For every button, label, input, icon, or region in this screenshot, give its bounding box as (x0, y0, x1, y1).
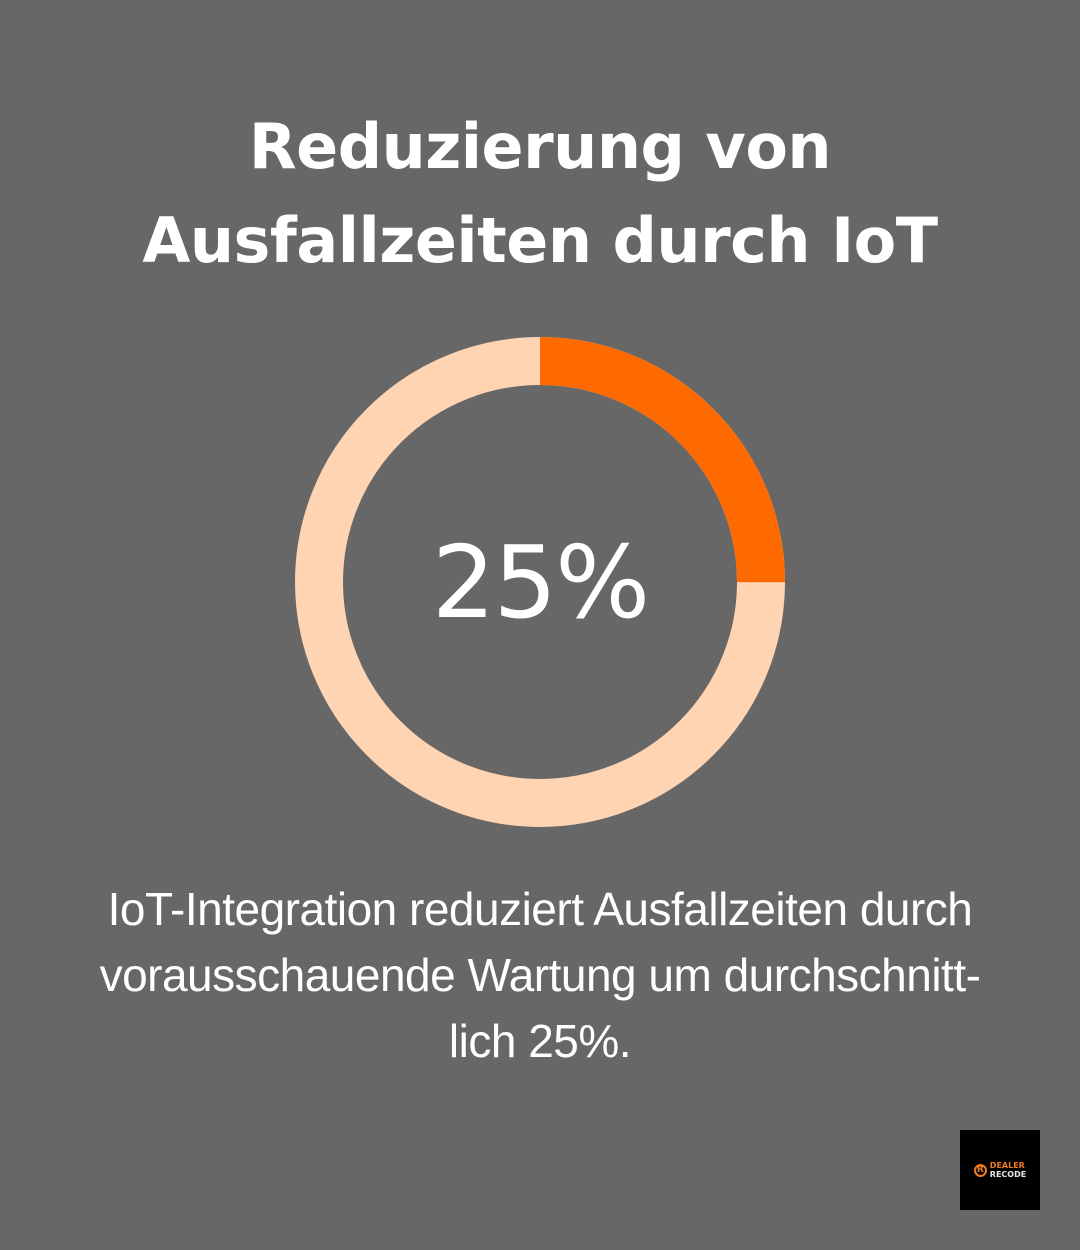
logo-wordmark: DEALER RECODE (990, 1161, 1026, 1179)
donut-center-value: 25% (431, 523, 650, 641)
description-line-1: IoT-Integration reduziert Ausfallzeiten … (107, 883, 973, 935)
description-text: IoT-Integration reduziert Ausfallzeiten … (40, 876, 1040, 1074)
description-line-2: vorausschauende Wartung um durchschnitt- (99, 949, 981, 1001)
donut-chart (295, 337, 785, 827)
logo-r-icon: R (973, 1163, 987, 1177)
title-line-2: Ausfallzeiten durch IoT (142, 204, 938, 277)
page-title: Reduzierung von Ausfallzeiten durch IoT (0, 100, 1080, 288)
description-line-3: lich 25%. (448, 1015, 632, 1067)
donut-chart-svg (295, 337, 785, 827)
dealer-recode-logo: R DEALER RECODE (960, 1130, 1040, 1210)
logo-line-2: RECODE (989, 1170, 1027, 1179)
donut-highlight-segment (295, 337, 785, 827)
title-line-1: Reduzierung von (248, 110, 832, 183)
logo-line-1: DEALER (989, 1161, 1025, 1170)
